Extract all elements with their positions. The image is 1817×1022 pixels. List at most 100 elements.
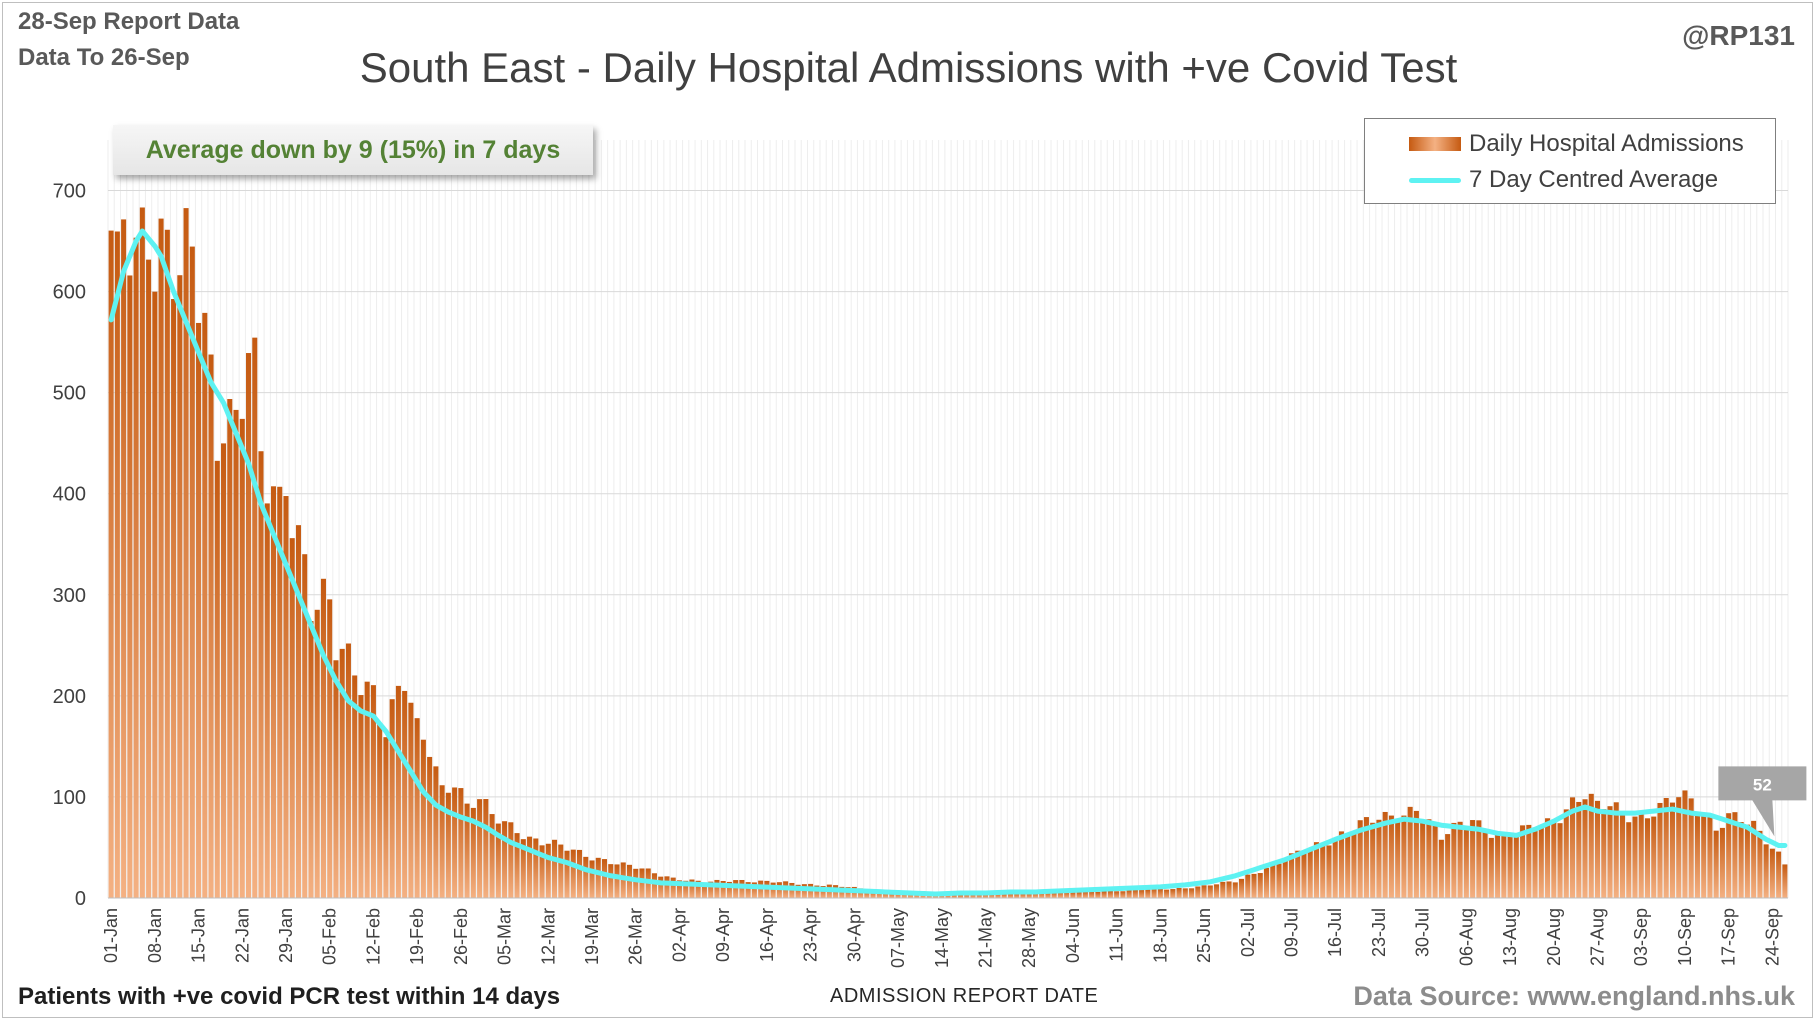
bar-daily-admissions <box>445 792 451 898</box>
legend-item-average: 7 Day Centred Average <box>1409 165 1718 195</box>
bar-daily-admissions <box>1170 889 1176 898</box>
bar-daily-admissions <box>1320 843 1326 898</box>
x-tick-label: 16-Jul <box>1325 908 1345 957</box>
bar-daily-admissions <box>1532 830 1538 898</box>
bar-daily-admissions <box>1070 891 1076 898</box>
bar-daily-admissions <box>1470 820 1476 898</box>
bar-daily-admissions <box>1089 891 1095 898</box>
bar-daily-admissions <box>1357 820 1363 898</box>
x-tick-label: 12-Mar <box>538 908 558 965</box>
bar-daily-admissions <box>152 291 158 899</box>
bar-daily-admissions <box>1151 888 1157 898</box>
bar-daily-admissions <box>1107 890 1113 898</box>
bar-daily-admissions <box>1001 893 1007 898</box>
bar-daily-admissions <box>146 259 152 898</box>
bar-daily-admissions <box>1413 810 1419 898</box>
legend-line-swatch <box>1409 177 1461 183</box>
x-tick-label: 26-Mar <box>626 908 646 965</box>
bar-daily-admissions <box>1239 878 1245 898</box>
bar-daily-admissions <box>1757 830 1763 898</box>
bar-daily-admissions <box>1488 837 1494 898</box>
data-source: Data Source: www.england.nhs.uk <box>1353 981 1795 1011</box>
bar-daily-admissions <box>1607 806 1613 898</box>
bar-daily-admissions <box>1476 820 1482 898</box>
bar-daily-admissions <box>495 823 501 898</box>
chart-title: South East - Daily Hospital Admissions w… <box>359 44 1458 91</box>
bar-daily-admissions <box>658 876 664 898</box>
x-tick-label: 18-Jun <box>1150 908 1170 963</box>
bar-daily-admissions <box>133 237 139 898</box>
bar-daily-admissions <box>714 879 720 898</box>
last-value-callout <box>1718 766 1807 837</box>
bar-daily-admissions <box>1395 822 1401 898</box>
bar-daily-admissions <box>308 621 314 898</box>
bar-daily-admissions <box>1207 885 1213 898</box>
bar-daily-admissions <box>982 893 988 898</box>
bar-daily-admissions <box>689 879 695 898</box>
bar-daily-admissions <box>370 685 376 898</box>
bar-daily-admissions <box>751 882 757 898</box>
bar-daily-admissions <box>1726 813 1732 898</box>
bar-daily-admissions <box>383 737 389 898</box>
bar-daily-admissions <box>1338 831 1344 898</box>
bar-daily-admissions <box>208 354 214 898</box>
x-tick-label: 10-Sep <box>1675 908 1695 966</box>
bar-daily-admissions <box>583 856 589 898</box>
bar-daily-admissions <box>639 868 645 898</box>
bar-daily-admissions <box>114 231 120 898</box>
bar-daily-admissions <box>520 839 526 898</box>
bar-daily-admissions <box>820 886 826 898</box>
x-tick-label: 01-Jan <box>101 908 121 963</box>
bar-daily-admissions <box>139 207 145 898</box>
bar-daily-admissions <box>1164 889 1170 898</box>
chart-legend: Daily Hospital Admissions 7 Day Centred … <box>1364 118 1776 204</box>
bar-daily-admissions <box>1507 836 1513 898</box>
bar-daily-admissions <box>1026 892 1032 898</box>
bar-daily-admissions <box>1520 825 1526 898</box>
bar-daily-admissions <box>258 451 264 898</box>
bar-daily-admissions <box>1738 822 1744 898</box>
bar-daily-admissions <box>883 891 889 898</box>
bar-daily-admissions <box>464 803 470 898</box>
x-tick-label: 28-May <box>1019 908 1039 968</box>
x-tick-label: 20-Aug <box>1544 908 1564 966</box>
bar-daily-admissions <box>352 675 358 898</box>
bar-daily-admissions <box>795 884 801 898</box>
bar-daily-admissions <box>1032 891 1038 898</box>
bar-daily-admissions <box>1076 891 1082 898</box>
average-change-callout: Average down by 9 (15%) in 7 days <box>113 125 593 175</box>
bar-daily-admissions <box>577 849 583 898</box>
bar-daily-admissions <box>483 799 489 898</box>
bar-daily-admissions <box>1195 886 1201 898</box>
x-tick-label: 22-Jan <box>232 908 252 963</box>
bar-daily-admissions <box>1020 892 1026 898</box>
bar-daily-admissions <box>1157 888 1163 898</box>
bar-daily-admissions <box>1482 831 1488 898</box>
bar-daily-admissions <box>1563 809 1569 898</box>
bar-daily-admissions <box>395 685 401 898</box>
bar-daily-admissions <box>1345 834 1351 898</box>
bar-daily-admissions <box>1057 890 1063 898</box>
bar-daily-admissions <box>1769 848 1775 898</box>
bar-daily-admissions <box>1176 887 1182 898</box>
bar-daily-admissions <box>1682 790 1688 898</box>
legend-bar-swatch <box>1409 137 1461 151</box>
bar-daily-admissions <box>121 219 127 898</box>
bar-daily-admissions <box>1638 811 1644 898</box>
bar-daily-admissions <box>1751 820 1757 898</box>
bar-daily-admissions <box>227 399 233 898</box>
bar-daily-admissions <box>626 864 633 898</box>
bar-daily-admissions <box>196 322 202 898</box>
bar-daily-admissions <box>1332 837 1338 898</box>
bar-daily-admissions <box>1139 890 1145 898</box>
x-tick-label: 17-Sep <box>1719 908 1739 966</box>
x-tick-label: 11-Jun <box>1107 908 1127 962</box>
bar-daily-admissions <box>739 879 745 898</box>
bar-daily-admissions <box>552 839 558 898</box>
bar-daily-admissions <box>970 893 976 898</box>
bar-daily-admissions <box>1707 816 1713 898</box>
bar-daily-admissions <box>1463 826 1469 898</box>
bar-daily-admissions <box>1270 863 1276 898</box>
average-line <box>108 228 1788 897</box>
